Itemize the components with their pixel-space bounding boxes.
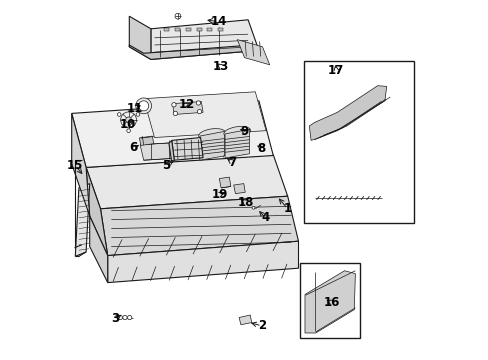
Polygon shape bbox=[86, 167, 107, 256]
Circle shape bbox=[125, 117, 131, 123]
Bar bbox=[164, 28, 169, 31]
Polygon shape bbox=[168, 140, 174, 163]
Circle shape bbox=[126, 129, 130, 132]
Polygon shape bbox=[172, 102, 203, 114]
Bar bbox=[207, 28, 212, 31]
Bar bbox=[300, 263, 359, 338]
Text: 17: 17 bbox=[327, 64, 344, 77]
Polygon shape bbox=[72, 101, 273, 167]
Polygon shape bbox=[224, 129, 249, 158]
Polygon shape bbox=[107, 241, 298, 283]
Polygon shape bbox=[72, 113, 89, 216]
Polygon shape bbox=[75, 184, 89, 256]
Bar bbox=[303, 61, 413, 223]
Circle shape bbox=[118, 315, 122, 320]
Circle shape bbox=[136, 113, 140, 116]
Text: 10: 10 bbox=[119, 118, 135, 131]
Polygon shape bbox=[129, 45, 258, 59]
Text: 5: 5 bbox=[162, 159, 170, 172]
Polygon shape bbox=[139, 136, 153, 145]
Text: 11: 11 bbox=[126, 102, 142, 114]
Polygon shape bbox=[219, 177, 230, 188]
Polygon shape bbox=[129, 16, 151, 59]
Text: 13: 13 bbox=[213, 60, 229, 73]
Bar bbox=[196, 28, 201, 31]
Ellipse shape bbox=[198, 129, 225, 140]
Circle shape bbox=[122, 315, 127, 320]
Polygon shape bbox=[171, 138, 203, 160]
Circle shape bbox=[173, 111, 177, 116]
Polygon shape bbox=[101, 196, 298, 256]
Circle shape bbox=[197, 109, 201, 114]
Polygon shape bbox=[143, 92, 265, 138]
Circle shape bbox=[139, 101, 148, 111]
Text: 16: 16 bbox=[323, 296, 339, 309]
Circle shape bbox=[127, 315, 132, 320]
Text: 15: 15 bbox=[67, 159, 83, 172]
Bar bbox=[218, 28, 223, 31]
Polygon shape bbox=[151, 20, 258, 59]
Text: 18: 18 bbox=[237, 196, 253, 209]
Circle shape bbox=[171, 103, 176, 107]
Text: 1: 1 bbox=[283, 202, 291, 215]
Circle shape bbox=[251, 206, 254, 209]
Bar bbox=[175, 28, 180, 31]
Text: 2: 2 bbox=[257, 319, 265, 332]
Text: 8: 8 bbox=[257, 142, 265, 155]
Text: 3: 3 bbox=[111, 312, 120, 325]
Bar bbox=[185, 28, 190, 31]
Polygon shape bbox=[89, 216, 107, 283]
Polygon shape bbox=[86, 155, 287, 209]
Polygon shape bbox=[140, 139, 244, 160]
Text: 14: 14 bbox=[210, 15, 226, 28]
Ellipse shape bbox=[224, 126, 250, 138]
Polygon shape bbox=[309, 86, 386, 140]
Circle shape bbox=[117, 113, 121, 116]
Polygon shape bbox=[233, 184, 244, 194]
Circle shape bbox=[175, 13, 181, 19]
Text: 6: 6 bbox=[129, 141, 138, 154]
Circle shape bbox=[136, 98, 151, 114]
Text: 9: 9 bbox=[240, 125, 248, 138]
Text: 7: 7 bbox=[227, 156, 236, 168]
Polygon shape bbox=[200, 131, 224, 160]
Polygon shape bbox=[237, 40, 269, 65]
Text: 19: 19 bbox=[211, 188, 228, 201]
Text: 12: 12 bbox=[179, 98, 195, 111]
Text: 4: 4 bbox=[261, 211, 269, 224]
Circle shape bbox=[196, 101, 200, 105]
Polygon shape bbox=[305, 271, 355, 333]
Polygon shape bbox=[239, 315, 251, 325]
